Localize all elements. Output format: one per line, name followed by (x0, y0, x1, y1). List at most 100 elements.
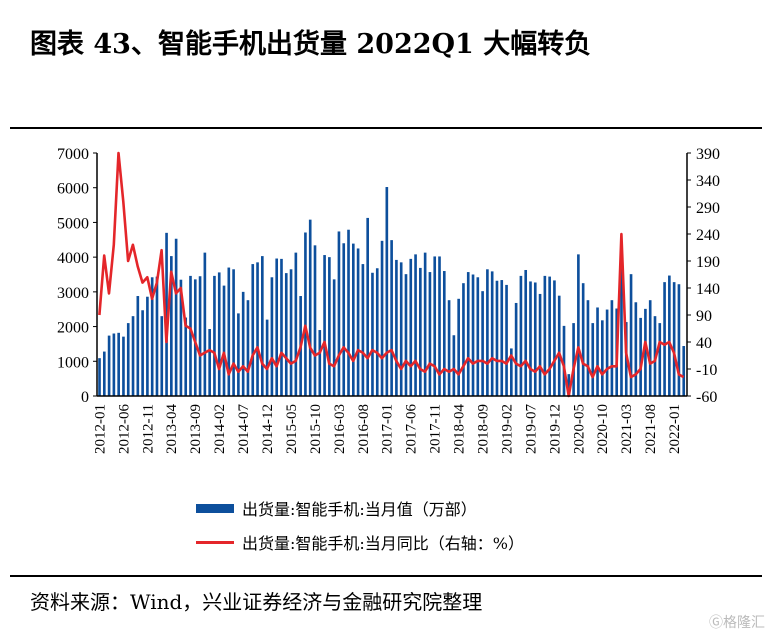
bar (538, 293, 542, 396)
bar (198, 276, 202, 396)
bar (385, 187, 389, 396)
bar (519, 275, 523, 396)
bar (514, 302, 518, 396)
bar (380, 240, 384, 396)
left-tick-label: 1000 (57, 354, 89, 371)
bar (208, 329, 211, 396)
legend-item-line: 出货量:智能手机:当月同比（右轴：%） (196, 530, 524, 554)
x-tick-label: 2019-07 (523, 404, 539, 454)
bar (361, 264, 365, 396)
bar (562, 325, 566, 396)
bar (227, 267, 231, 396)
bar (112, 333, 116, 396)
bar (605, 309, 609, 396)
x-tick-label: 2020-05 (571, 404, 587, 454)
bar (682, 346, 686, 396)
left-tick-label: 7000 (57, 146, 89, 163)
left-tick-label: 2000 (57, 320, 89, 337)
x-tick-label: 2015-05 (284, 404, 300, 454)
bar (184, 317, 188, 396)
bar (189, 275, 192, 396)
x-tick-label: 2018-09 (475, 404, 491, 454)
bar (347, 229, 350, 396)
bar (648, 300, 652, 396)
bar (663, 282, 666, 396)
bar (567, 374, 571, 396)
bar (399, 262, 403, 396)
bar (289, 269, 293, 396)
bar (107, 335, 111, 396)
bar (505, 284, 508, 396)
bar (390, 240, 393, 396)
legend-swatch-bar (196, 503, 234, 513)
bar (131, 316, 135, 396)
x-tick-label: 2016-08 (356, 404, 372, 454)
bar (256, 262, 259, 396)
bar (371, 272, 374, 396)
bar (601, 320, 604, 396)
bar (203, 252, 207, 396)
bar (150, 277, 154, 396)
bar (586, 300, 590, 396)
bar (308, 219, 312, 396)
bar (495, 280, 499, 396)
bar (442, 271, 446, 396)
bar (428, 272, 432, 396)
bar (610, 300, 614, 396)
right-tick-label: 240 (696, 227, 720, 244)
x-tick-label: 2014-07 (236, 404, 252, 454)
bar (351, 243, 355, 396)
bar (251, 264, 255, 396)
x-tick-label: 2014-12 (260, 404, 276, 454)
right-tick-label: -60 (696, 389, 717, 406)
x-tick-label: 2021-03 (619, 404, 635, 454)
bar (510, 348, 513, 396)
x-tick-label: 2015-10 (308, 404, 324, 454)
bar (486, 269, 489, 396)
bar (481, 291, 484, 396)
bar (366, 217, 369, 396)
right-tick-label: 290 (696, 200, 720, 217)
bar (577, 254, 580, 396)
bar (193, 279, 197, 396)
bar (423, 252, 427, 396)
left-tick-label: 3000 (57, 285, 89, 302)
x-tick-label: 2022-01 (667, 404, 683, 454)
bar (332, 279, 336, 396)
right-tick-label: 340 (696, 173, 720, 190)
bar (342, 243, 346, 396)
bar (395, 259, 398, 396)
left-tick-label: 6000 (57, 181, 89, 198)
bar (581, 283, 585, 396)
top-rule (10, 127, 762, 129)
bar (620, 258, 623, 396)
bar (466, 272, 470, 396)
right-tick-label: 40 (696, 335, 712, 352)
x-tick-label: 2014-02 (212, 404, 228, 454)
bar (447, 300, 451, 396)
bar (284, 273, 288, 396)
bar (117, 332, 120, 396)
bar (217, 272, 221, 396)
bar (533, 282, 537, 396)
legend-label-bar: 出货量:智能手机:当月值（万部） (242, 500, 477, 519)
x-tick-label: 2019-02 (499, 404, 515, 454)
bar (313, 245, 317, 396)
bar (179, 279, 183, 396)
bar (170, 256, 173, 396)
x-tick-label: 2012-06 (116, 404, 132, 454)
x-tick-label: 2013-04 (164, 404, 180, 454)
bar (155, 276, 159, 396)
bar (572, 323, 575, 396)
combo-chart: 0 1000 2000 3000 4000 5000 6000 7000 -60 -10 40 90 1… (57, 146, 720, 454)
x-tick-label: 2017-01 (380, 404, 396, 454)
bar (126, 323, 130, 396)
bar (160, 316, 164, 396)
bar (658, 323, 662, 396)
bar (328, 257, 331, 396)
x-tick-label: 2021-08 (643, 404, 659, 454)
bar (529, 281, 532, 396)
x-tick-label: 2012-11 (140, 404, 156, 453)
bar (591, 323, 595, 396)
